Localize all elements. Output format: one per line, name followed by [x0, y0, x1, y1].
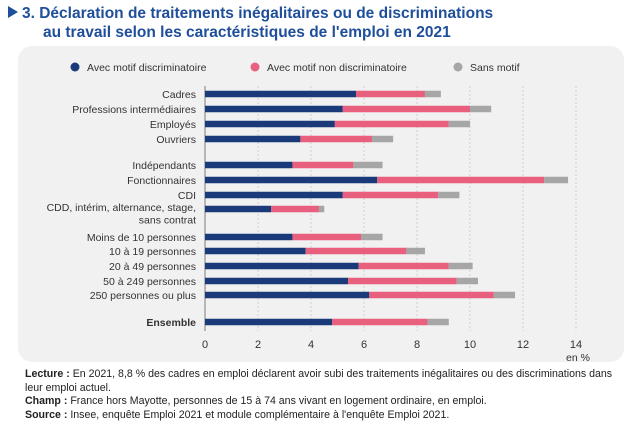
legend-label-2: Avec motif non discriminatoire: [267, 62, 407, 74]
bar-6-series-3: [438, 191, 460, 199]
category-label-6: CDI: [178, 190, 196, 202]
legend-marker-1: [70, 62, 80, 72]
x-tick-label-10: 10: [464, 339, 476, 351]
x-tick-label-2: 2: [255, 339, 261, 351]
x-tick-label-12: 12: [517, 339, 529, 351]
bar-10-series-1: [205, 262, 359, 270]
bar-1-series-2: [342, 105, 470, 113]
legend-label-3: Sans motif: [470, 62, 520, 74]
category-label-13: Ensemble: [146, 317, 196, 329]
bar-12-series-1: [205, 291, 370, 299]
bar-2-series-2: [334, 120, 449, 128]
category-label-9: 10 à 19 personnes: [109, 246, 196, 258]
x-tick-label-4: 4: [308, 339, 314, 351]
bar-7-series-2: [271, 205, 319, 213]
bar-7-series-3: [318, 205, 325, 213]
note-lecture: Lecture : En 2021, 8,8 % des cadres en e…: [25, 368, 613, 394]
bar-5-series-3: [544, 176, 569, 184]
x-tick-label-8: 8: [414, 339, 420, 351]
category-label-4: Indépendants: [132, 160, 196, 172]
title-line-2: au travail selon les caractéristiques de…: [43, 24, 451, 41]
category-label-3: Ouvriers: [156, 134, 196, 146]
bar-10-series-3: [448, 262, 473, 270]
bar-3-series-3: [371, 135, 394, 143]
bar-0-series-1: [205, 90, 357, 98]
bar-13-series-1: [205, 318, 333, 326]
x-tick-label-0: 0: [202, 339, 208, 351]
bar-3-series-2: [300, 135, 372, 143]
bar-3-series-1: [205, 135, 301, 143]
bar-0-series-3: [424, 90, 441, 98]
bar-11-series-1: [205, 277, 349, 285]
bar-7-series-1: [205, 205, 272, 213]
note-champ: Champ : France hors Mayotte, personnes d…: [25, 395, 487, 407]
category-label-5: Fonctionnaires: [127, 175, 196, 187]
title-arrow-icon: [8, 6, 18, 18]
category-label-1: Professions intermédiaires: [72, 104, 196, 116]
bar-8-series-1: [205, 233, 293, 241]
title-line-1: 3. Déclaration de traitements inégalitai…: [22, 5, 494, 22]
bar-5-series-2: [377, 176, 545, 184]
bar-11-series-3: [456, 277, 478, 285]
category-label-2: Employés: [150, 119, 196, 131]
bar-4-series-1: [205, 161, 293, 169]
bar-9-series-2: [305, 247, 407, 255]
bar-4-series-3: [353, 161, 383, 169]
bar-0-series-2: [356, 90, 425, 98]
bar-12-series-2: [369, 291, 494, 299]
chart-notes: Lecture : En 2021, 8,8 % des cadres en e…: [25, 368, 625, 422]
bar-1-series-1: [205, 105, 343, 113]
note-source: Source : Insee, enquête Emploi 2021 et m…: [25, 408, 450, 421]
category-label-0: Cadres: [162, 89, 196, 101]
bar-6-series-1: [205, 191, 343, 199]
bar-13-series-2: [332, 318, 428, 326]
x-tick-label-6: 6: [361, 339, 367, 351]
category-label-11: 50 à 249 personnes: [103, 276, 196, 288]
bar-9-series-3: [406, 247, 425, 255]
legend-label-1: Avec motif discriminatoire: [87, 62, 207, 74]
category-label-8: Moins de 10 personnes: [87, 232, 196, 244]
bar-2-series-1: [205, 120, 335, 128]
bar-8-series-2: [292, 233, 362, 241]
bar-11-series-2: [348, 277, 457, 285]
category-label-7: CDD, intérim, alternance, stage, sans con…: [47, 202, 196, 227]
bar-1-series-3: [470, 105, 492, 113]
category-label-10: 20 à 49 personnes: [109, 261, 196, 273]
x-tick-label-14: 14: [570, 339, 582, 351]
bar-10-series-2: [358, 262, 449, 270]
bar-5-series-1: [205, 176, 378, 184]
bar-4-series-2: [292, 161, 354, 169]
category-label-12: 250 personnes ou plus: [90, 290, 196, 302]
legend-marker-2: [250, 62, 260, 72]
bar-12-series-3: [493, 291, 516, 299]
bar-13-series-3: [427, 318, 449, 326]
legend-marker-3: [453, 62, 463, 72]
bar-8-series-3: [361, 233, 383, 241]
bar-2-series-3: [448, 120, 470, 128]
bar-6-series-2: [342, 191, 439, 199]
bar-9-series-1: [205, 247, 306, 255]
x-axis-unit-label: en %: [566, 352, 590, 364]
